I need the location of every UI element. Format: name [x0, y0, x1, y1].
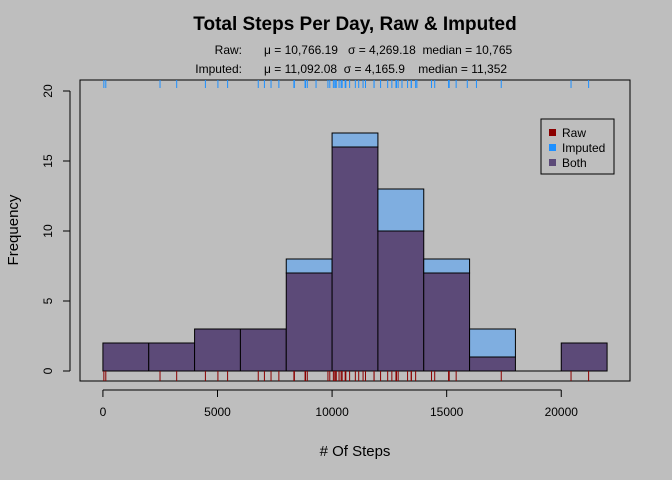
legend-label-0: Raw — [562, 126, 586, 140]
y-tick-label-0: 0 — [41, 367, 55, 374]
legend-swatch-0 — [549, 129, 556, 136]
y-tick-label-2: 10 — [41, 224, 55, 238]
imputed-stats-values: μ = 11,092.08 σ = 4,165.9 median = 11,35… — [264, 62, 507, 76]
both-bar-0 — [102, 342, 150, 372]
x-axis-title: # Of Steps — [320, 443, 391, 460]
both-bar-7 — [423, 272, 471, 372]
x-tick-label-2: 10000 — [315, 405, 349, 419]
legend-swatch-1 — [549, 144, 556, 151]
both-bar-1 — [148, 342, 196, 372]
x-tick-label-0: 0 — [100, 405, 107, 419]
imputed-bar-6 — [377, 188, 425, 232]
imputed-bar-4 — [285, 258, 333, 274]
both-bar-8 — [469, 356, 516, 372]
raw-stats-values: μ = 10,766.19 σ = 4,269.18 median = 10,7… — [264, 43, 513, 57]
plot-area: 0 5000 10000 15000 20000 0 5 10 15 20 RawImputedBo… — [41, 79, 631, 419]
legend-label-1: Imputed — [562, 141, 605, 155]
both-bar-10 — [560, 342, 608, 372]
both-bar-2 — [194, 328, 241, 372]
imputed-bar-5 — [331, 132, 379, 148]
y-tick-label-3: 15 — [41, 154, 55, 168]
imputed-bar-8 — [469, 328, 516, 358]
both-bar-5 — [331, 146, 379, 372]
y-axis-title: Frequency — [5, 194, 22, 265]
raw-stats-label: Raw: — [215, 43, 242, 57]
y-tick-label-1: 5 — [41, 297, 55, 304]
imputed-stats-label: Imputed: — [195, 62, 242, 76]
both-bar-6 — [377, 230, 425, 372]
x-tick-label-1: 5000 — [204, 405, 231, 419]
both-bar-3 — [239, 328, 287, 372]
x-tick-label-4: 20000 — [545, 405, 579, 419]
legend-swatch-2 — [549, 159, 556, 166]
legend-label-2: Both — [562, 156, 587, 170]
chart-title: Total Steps Per Day, Raw & Imputed — [193, 14, 516, 35]
y-tick-label-4: 20 — [41, 84, 55, 98]
both-bar-4 — [285, 272, 333, 372]
x-tick-label-3: 15000 — [430, 405, 464, 419]
imputed-bar-7 — [423, 258, 471, 274]
